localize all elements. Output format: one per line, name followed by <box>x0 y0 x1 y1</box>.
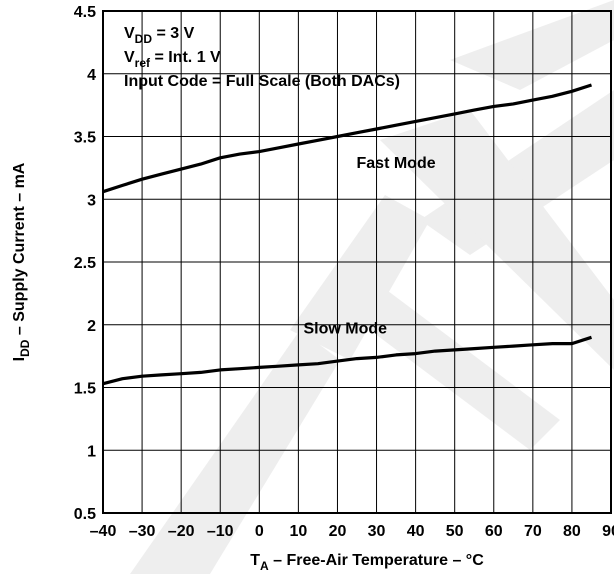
series-annotation: Fast Mode <box>357 155 436 172</box>
x-tick-label: 60 <box>485 523 503 540</box>
conditions-block: VDD = 3 V Vref = Int. 1 V Input Code = Ful… <box>124 25 400 90</box>
y-tick-label: 2.5 <box>74 255 96 272</box>
x-tick-label: –20 <box>168 523 195 540</box>
y-tick-label: 2 <box>87 318 96 335</box>
y-tick-label: 0.5 <box>74 506 96 523</box>
y-tick-label: 1 <box>87 443 96 460</box>
x-tick-label: 10 <box>289 523 307 540</box>
y-tick-labels: 0.5 1 1.5 2 2.5 3 3.5 4 4.5 <box>74 4 96 523</box>
series-line-fast-mode <box>102 83 592 194</box>
x-tick-label: –10 <box>207 523 234 540</box>
series-annotations: Fast Mode Slow Mode <box>303 155 435 338</box>
x-tick-label: 20 <box>329 523 347 540</box>
plot-frame <box>102 10 612 514</box>
x-tick-label: 50 <box>446 523 464 540</box>
series-group <box>102 83 592 386</box>
series-annotation: Slow Mode <box>303 321 387 338</box>
series-line-slow-mode <box>102 335 592 386</box>
condition-line: Input Code = Full Scale (Both DACs) <box>124 73 400 90</box>
x-tick-label: 0 <box>255 523 264 540</box>
condition-line: VDD = 3 V <box>124 25 195 46</box>
x-tick-label: 90 <box>602 523 614 540</box>
x-tick-label: 70 <box>524 523 542 540</box>
y-tick-label: 3.5 <box>74 130 96 147</box>
y-tick-label: 4.5 <box>74 4 96 21</box>
x-tick-labels: –40 –30 –20 –10 0 10 20 30 40 50 60 70 80 90 <box>90 523 614 540</box>
y-tick-label: 1.5 <box>74 381 96 398</box>
x-tick-label: 80 <box>563 523 581 540</box>
y-tick-label: 3 <box>87 192 96 209</box>
x-tick-label: –40 <box>90 523 117 540</box>
x-tick-label: –30 <box>129 523 156 540</box>
y-axis-label: IDD – Supply Current – mA <box>11 162 32 361</box>
x-tick-label: 40 <box>407 523 425 540</box>
x-tick-label: 30 <box>368 523 386 540</box>
x-axis-label: TA – Free-Air Temperature – °C <box>250 552 484 573</box>
condition-line: Vref = Int. 1 V <box>124 49 221 70</box>
y-tick-label: 4 <box>87 67 96 84</box>
